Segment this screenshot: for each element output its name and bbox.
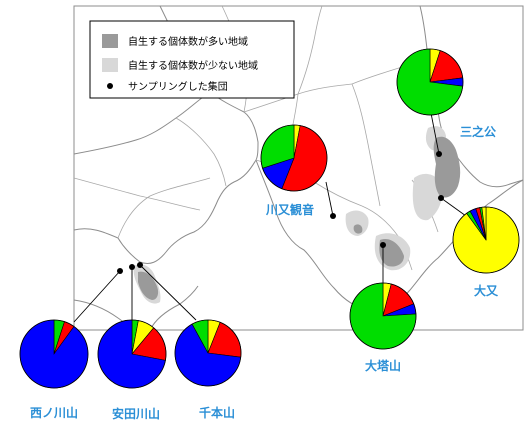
pie-outline: [349, 282, 417, 350]
site-marker: [129, 264, 135, 270]
legend-sparse-label: 自生する個体数が少ない地域: [128, 59, 258, 72]
pie-charts: [19, 48, 520, 389]
pie-chart: [452, 206, 520, 274]
pie-chart: [97, 319, 167, 389]
legend-box: [89, 20, 295, 99]
pie-chart: [349, 282, 417, 350]
pie-chart: [19, 319, 89, 389]
legend-sparse-swatch: [102, 58, 118, 72]
pie-label: 千本山: [199, 405, 235, 420]
site-marker: [436, 151, 442, 157]
pie-label: 安田川山: [112, 406, 160, 421]
pie-label: 西ノ川山: [30, 405, 78, 420]
pie-outline: [174, 319, 242, 387]
legend: 自生する個体数が多い地域 自生する個体数が少ない地域 サンプリングした集団: [89, 20, 295, 99]
legend-dense-swatch: [102, 34, 118, 48]
pie-outline: [396, 48, 464, 116]
legend-dense-label: 自生する個体数が多い地域: [128, 35, 248, 48]
pie-label: 大塔山: [365, 358, 401, 373]
site-marker: [380, 242, 386, 248]
pie-outline: [260, 124, 328, 192]
site-marker: [117, 268, 123, 274]
leader-lines: [73, 107, 467, 323]
pie-chart: [396, 48, 464, 116]
sampling-sites: [117, 151, 444, 274]
pie-chart: [260, 124, 328, 192]
pie-labels: 西ノ川山 安田川山 千本山 川又観音 三之公 大塔山 大又: [30, 124, 499, 421]
pie-outline: [97, 319, 167, 389]
legend-site-label: サンプリングした集団: [128, 80, 228, 93]
pie-outline: [19, 319, 89, 389]
site-marker: [137, 262, 143, 268]
pie-label: 三之公: [460, 124, 496, 139]
pie-chart: [174, 319, 242, 387]
site-marker: [330, 213, 336, 219]
pie-label: 大又: [474, 283, 499, 298]
legend-site-marker: [107, 83, 113, 89]
site-marker: [438, 195, 444, 201]
pie-label: 川又観音: [265, 202, 314, 217]
pie-outline: [452, 206, 520, 274]
